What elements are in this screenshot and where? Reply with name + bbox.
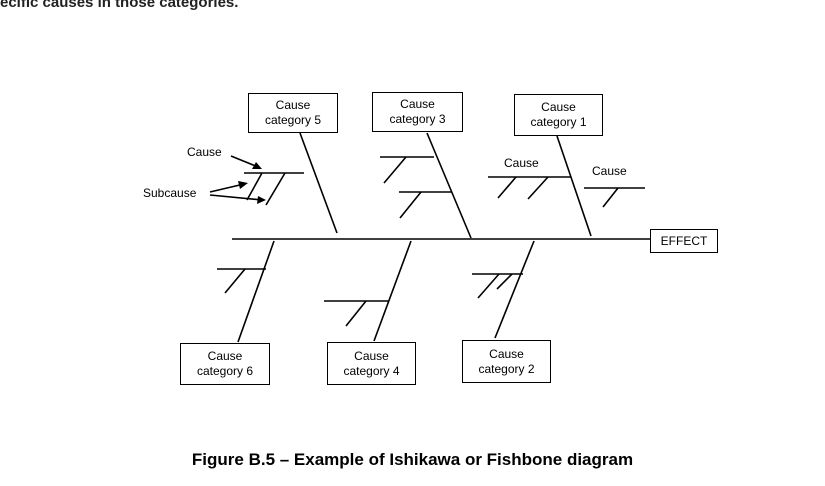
bone-cat3 [426, 132, 472, 239]
subcause-line-cat5-a [246, 172, 263, 201]
cause-label-cat1-b: Cause [592, 164, 627, 178]
category-4-box: Cause category 4 [327, 342, 416, 385]
subcause-line-cat2-b [496, 273, 513, 290]
category-4-line2: category 4 [343, 363, 400, 378]
subcause-line-cat4 [345, 300, 367, 327]
category-1-line2: category 1 [530, 115, 587, 129]
subcause-line-cat6 [224, 268, 246, 294]
category-6-box: Cause category 6 [180, 343, 270, 385]
category-5-box: Cause category 5 [248, 93, 338, 133]
category-5-line1: Cause [275, 98, 311, 112]
category-1-box: Cause category 1 [514, 94, 603, 136]
category-6-line1: Cause [207, 349, 243, 363]
figure-caption: Figure B.5 – Example of Ishikawa or Fish… [191, 450, 634, 469]
subcause-line-cat3-b [399, 191, 422, 219]
bone-cat6 [237, 240, 275, 343]
subcause-line-cat2-a [477, 273, 500, 299]
arrowhead-subcause-a [238, 181, 248, 189]
effect-box: EFFECT [650, 229, 718, 253]
category-2-box: Cause category 2 [462, 340, 551, 383]
category-5-line2: category 5 [264, 113, 322, 127]
category-3-box: Cause category 3 [372, 92, 463, 132]
bone-cat5 [299, 132, 338, 234]
category-1-line1: Cause [541, 100, 576, 114]
arrowhead-subcause-b [257, 196, 266, 204]
arrow-subcause-a [209, 183, 245, 193]
subcause-line-cat3-a [383, 156, 407, 184]
category-3-line2: category 3 [389, 112, 446, 126]
arrowhead-cause [252, 162, 262, 169]
cause-label-cat1-a: Cause [504, 156, 539, 170]
subcause-line-cat5-b [265, 172, 286, 206]
cause-label-left: Cause [187, 145, 222, 159]
bone-cat2 [494, 240, 535, 339]
intro-text: ecific causes in those categories. [0, 0, 239, 11]
category-6-line2: category 6 [196, 364, 254, 378]
category-2-line1: Cause [489, 346, 524, 361]
subcause-line-cat1-b [602, 187, 619, 208]
arrow-subcause-b [209, 194, 263, 201]
category-4-line1: Cause [354, 348, 389, 363]
category-3-line1: Cause [400, 97, 435, 111]
bone-cat4 [373, 240, 412, 342]
bone-cat1 [556, 135, 592, 237]
category-2-line2: category 2 [478, 361, 535, 376]
arrow-cause [230, 155, 259, 168]
subcause-line-cat1-a1 [497, 176, 517, 199]
subcause-line-cat1-a2 [527, 176, 549, 200]
subcause-label-left: Subcause [143, 186, 197, 200]
